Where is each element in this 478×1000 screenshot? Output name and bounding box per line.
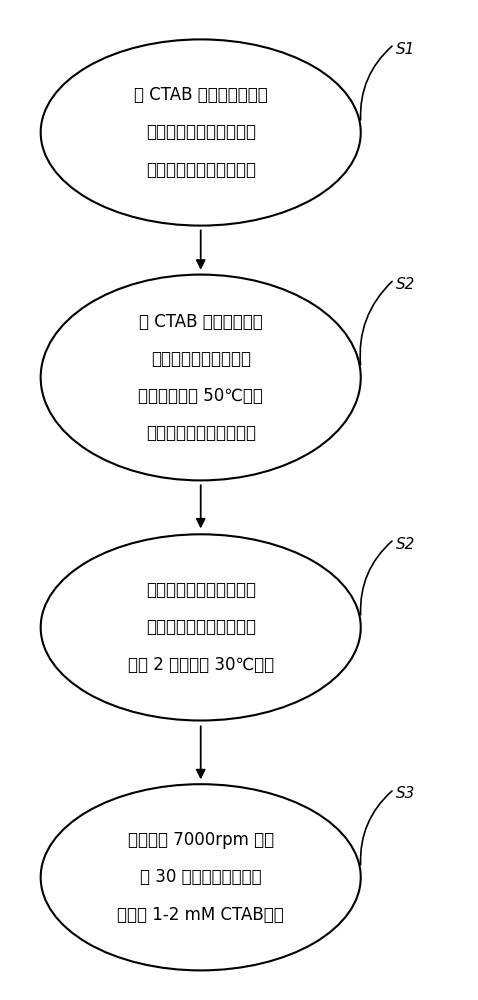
Text: 后加入 1-2 mM CTAB，二: 后加入 1-2 mM CTAB，二 xyxy=(117,906,284,924)
Text: 瓶中，搅拌均匀。并加入: 瓶中，搅拌均匀。并加入 xyxy=(146,123,256,141)
Text: S3: S3 xyxy=(395,786,415,802)
Text: S1: S1 xyxy=(395,42,415,57)
Text: 将产物在 7000rpm 下离: 将产物在 7000rpm 下离 xyxy=(128,831,274,849)
Text: 定浓度混合并搅拌作为: 定浓度混合并搅拌作为 xyxy=(151,350,251,368)
Text: 生长溶液，在 50℃下溶: 生长溶液，在 50℃下溶 xyxy=(138,387,263,405)
Text: 将 CTAB 与油酸钠按一: 将 CTAB 与油酸钠按一 xyxy=(139,313,262,331)
Text: 将 CTAB 与氯金酸混合于: 将 CTAB 与氯金酸混合于 xyxy=(134,86,268,104)
Text: S2: S2 xyxy=(395,537,415,552)
Text: 依次向生长溶液中加入对: 依次向生长溶液中加入对 xyxy=(146,581,256,599)
Text: S2: S2 xyxy=(395,277,415,292)
Text: 解，加入硝酸银与氯金酸: 解，加入硝酸银与氯金酸 xyxy=(146,424,256,442)
Text: 心 30 分钟。去除上清液: 心 30 分钟。去除上清液 xyxy=(140,868,261,886)
Text: 冰水混合物配置好的硼氢: 冰水混合物配置好的硼氢 xyxy=(146,161,256,179)
Text: 搅拌 2 分钟，在 30℃下稳: 搅拌 2 分钟，在 30℃下稳 xyxy=(128,656,274,674)
Text: 苯二酚与种子溶液并剧烈: 苯二酚与种子溶液并剧烈 xyxy=(146,618,256,636)
